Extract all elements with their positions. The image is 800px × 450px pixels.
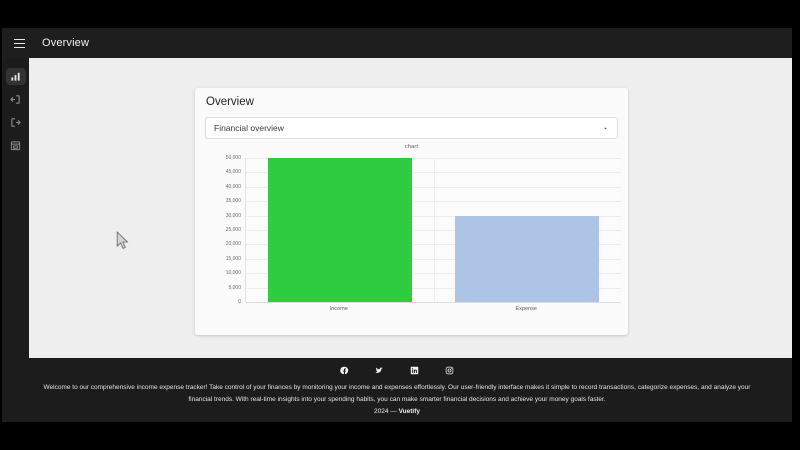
chart-y-tick-label: 25,000 — [225, 227, 241, 233]
footer: Welcome to our comprehensive income expe… — [2, 358, 792, 422]
chart-y-tick-label: 10,000 — [225, 270, 241, 277]
chart-y-tick-label: 45,000 — [225, 169, 241, 176]
chart-category-divider — [433, 158, 435, 302]
content-area: Overview Financial overview chart 0 5,000… — [29, 58, 792, 392]
linkedin-icon[interactable] — [410, 362, 419, 380]
app-bar: Overview — [2, 28, 792, 58]
chevron-down-icon[interactable] — [602, 119, 609, 137]
app-window: Overview — [2, 28, 792, 422]
browser-chrome-left — [0, 28, 2, 422]
browser-chrome-bottom — [0, 422, 800, 450]
card-title: Overview — [206, 96, 254, 108]
overview-card: Overview Financial overview chart 0 5,000… — [195, 88, 628, 335]
footer-dash: — — [390, 408, 397, 415]
page-title: Overview — [42, 37, 90, 49]
financial-overview-select[interactable]: Financial overview — [205, 117, 618, 139]
instagram-icon[interactable] — [445, 362, 454, 380]
facebook-icon[interactable] — [340, 362, 349, 380]
chart-gridline — [246, 302, 621, 303]
chart-x-tick-label: Income — [329, 306, 348, 312]
hamburger-icon[interactable] — [8, 32, 30, 54]
footer-description: Welcome to our comprehensive income expe… — [43, 384, 751, 403]
sidebar-item-transactions[interactable] — [2, 134, 29, 157]
chart-y-tick-label: 20,000 — [225, 241, 241, 248]
footer-social-links — [2, 362, 792, 380]
chart-y-tick-label: 30,000 — [225, 212, 241, 219]
bar-chart-icon — [5, 68, 26, 85]
login-icon — [6, 91, 26, 108]
bar-chart: chart 0 5,000 10,000 15,000 20,000 25,000 30,0… — [201, 144, 622, 329]
sidebar-item-login[interactable] — [2, 88, 29, 111]
twitter-icon[interactable] — [375, 362, 384, 380]
footer-year: 2024 — [373, 408, 389, 415]
browser-chrome-right — [792, 28, 800, 422]
logout-icon — [6, 114, 26, 131]
chart-y-tick-label: 50,000 — [225, 155, 241, 161]
chart-plot-area — [245, 158, 621, 303]
select-value: Financial overview — [214, 123, 284, 133]
footer-brand: Vuetify — [398, 408, 421, 415]
chart-title: chart — [404, 144, 419, 150]
footer-copyright: 2024 — Vuetify — [2, 408, 792, 415]
browser-chrome-top — [0, 0, 800, 28]
chart-y-tick-label: 0 — [238, 299, 241, 305]
chart-y-tick-label: 5,000 — [228, 284, 241, 291]
sidebar-item-logout[interactable] — [2, 111, 29, 134]
chart-bar[interactable] — [267, 158, 412, 302]
chart-bar[interactable] — [455, 215, 600, 302]
chart-x-tick-label: Expense — [515, 306, 537, 312]
chart-y-tick-label: 15,000 — [225, 255, 241, 262]
chart-y-tick-label: 35,000 — [225, 198, 241, 205]
sidebar-item-overview[interactable] — [2, 65, 29, 88]
chart-y-tick-label: 40,000 — [225, 183, 241, 190]
transactions-icon — [6, 137, 26, 154]
